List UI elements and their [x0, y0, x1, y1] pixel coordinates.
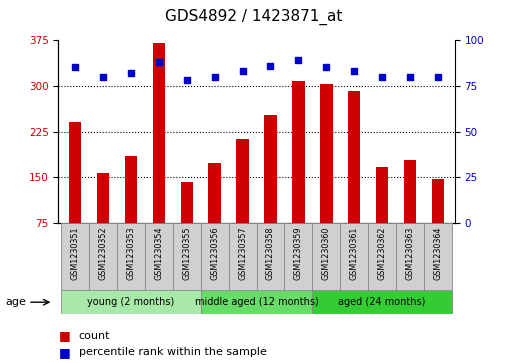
Point	[71, 65, 79, 70]
Text: GSM1230359: GSM1230359	[294, 227, 303, 280]
Text: GSM1230363: GSM1230363	[405, 227, 415, 280]
Point	[294, 57, 302, 63]
FancyBboxPatch shape	[61, 223, 89, 290]
Text: count: count	[79, 331, 110, 341]
Bar	[69, 122, 81, 223]
FancyBboxPatch shape	[368, 223, 396, 290]
Bar	[124, 156, 137, 223]
FancyBboxPatch shape	[229, 223, 257, 290]
Bar	[432, 179, 444, 223]
Bar	[180, 182, 193, 223]
FancyBboxPatch shape	[340, 223, 368, 290]
Text: GSM1230362: GSM1230362	[377, 227, 387, 280]
Point	[99, 74, 107, 79]
Text: GSM1230364: GSM1230364	[433, 227, 442, 280]
Text: young (2 months): young (2 months)	[87, 297, 175, 307]
Text: aged (24 months): aged (24 months)	[338, 297, 426, 307]
Point	[127, 70, 135, 76]
Text: GSM1230360: GSM1230360	[322, 227, 331, 280]
Point	[322, 65, 330, 70]
Text: age: age	[5, 297, 26, 307]
FancyBboxPatch shape	[284, 223, 312, 290]
Text: GSM1230355: GSM1230355	[182, 227, 192, 280]
Text: GSM1230353: GSM1230353	[126, 227, 136, 280]
Text: GSM1230351: GSM1230351	[71, 227, 80, 280]
Text: percentile rank within the sample: percentile rank within the sample	[79, 347, 267, 357]
Point	[155, 59, 163, 65]
FancyBboxPatch shape	[61, 290, 201, 314]
Text: ■: ■	[58, 329, 70, 342]
Bar	[236, 139, 249, 223]
Point	[211, 74, 219, 79]
Bar	[152, 43, 165, 223]
FancyBboxPatch shape	[257, 223, 284, 290]
FancyBboxPatch shape	[312, 223, 340, 290]
Bar	[97, 172, 109, 223]
Point	[406, 74, 414, 79]
Point	[350, 68, 358, 74]
Text: ■: ■	[58, 346, 70, 359]
Bar	[348, 91, 361, 223]
Point	[266, 63, 274, 69]
Bar	[264, 115, 277, 223]
Bar	[376, 167, 389, 223]
Text: GSM1230358: GSM1230358	[266, 227, 275, 280]
FancyBboxPatch shape	[173, 223, 201, 290]
FancyBboxPatch shape	[201, 290, 312, 314]
Bar	[292, 81, 305, 223]
Text: GSM1230352: GSM1230352	[99, 227, 108, 280]
FancyBboxPatch shape	[396, 223, 424, 290]
Text: GDS4892 / 1423871_at: GDS4892 / 1423871_at	[165, 9, 343, 25]
Point	[183, 77, 191, 83]
FancyBboxPatch shape	[201, 223, 229, 290]
Point	[378, 74, 386, 79]
FancyBboxPatch shape	[117, 223, 145, 290]
Text: middle aged (12 months): middle aged (12 months)	[195, 297, 319, 307]
Text: GSM1230354: GSM1230354	[154, 227, 164, 280]
FancyBboxPatch shape	[89, 223, 117, 290]
Point	[239, 68, 247, 74]
Text: GSM1230357: GSM1230357	[238, 227, 247, 280]
Point	[434, 74, 442, 79]
FancyBboxPatch shape	[145, 223, 173, 290]
Text: GSM1230356: GSM1230356	[210, 227, 219, 280]
FancyBboxPatch shape	[424, 223, 452, 290]
FancyBboxPatch shape	[312, 290, 452, 314]
Bar	[320, 84, 333, 223]
Bar	[208, 163, 221, 223]
Bar	[404, 160, 416, 223]
Text: GSM1230361: GSM1230361	[350, 227, 359, 280]
